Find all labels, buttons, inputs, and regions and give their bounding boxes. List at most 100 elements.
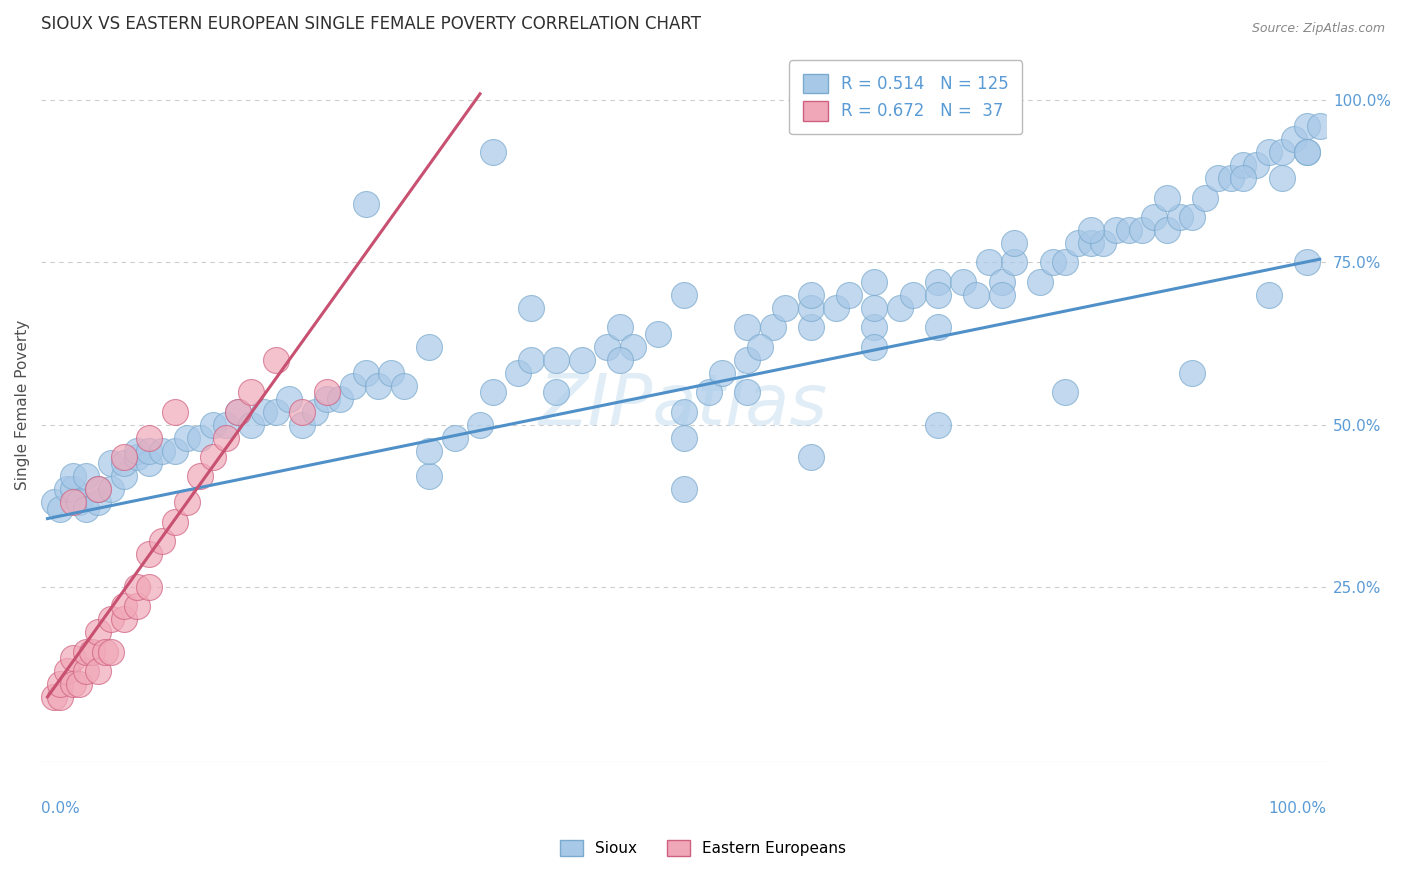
Point bbox=[863, 301, 886, 315]
Point bbox=[927, 288, 949, 302]
Point bbox=[863, 340, 886, 354]
Point bbox=[75, 664, 97, 678]
Point bbox=[112, 450, 135, 464]
Point bbox=[176, 431, 198, 445]
Point bbox=[508, 366, 530, 380]
Point bbox=[1156, 223, 1178, 237]
Point bbox=[1130, 223, 1153, 237]
Point bbox=[100, 457, 122, 471]
Point bbox=[825, 301, 848, 315]
Point bbox=[697, 385, 720, 400]
Point bbox=[1029, 275, 1052, 289]
Point bbox=[62, 677, 84, 691]
Point bbox=[42, 495, 65, 509]
Point bbox=[1168, 210, 1191, 224]
Point bbox=[1002, 235, 1025, 250]
Point bbox=[1181, 210, 1204, 224]
Point bbox=[800, 320, 823, 334]
Point bbox=[75, 644, 97, 658]
Point bbox=[266, 404, 288, 418]
Point bbox=[55, 483, 77, 497]
Point bbox=[1296, 145, 1319, 160]
Point bbox=[952, 275, 974, 289]
Point bbox=[67, 495, 90, 509]
Point bbox=[889, 301, 911, 315]
Point bbox=[863, 275, 886, 289]
Point bbox=[138, 457, 160, 471]
Text: ZIPatlas: ZIPatlas bbox=[538, 370, 828, 440]
Point bbox=[735, 385, 758, 400]
Point bbox=[49, 501, 72, 516]
Point bbox=[62, 483, 84, 497]
Point bbox=[316, 385, 339, 400]
Point bbox=[163, 404, 186, 418]
Point bbox=[418, 340, 440, 354]
Point bbox=[468, 417, 491, 432]
Point bbox=[1296, 145, 1319, 160]
Point bbox=[571, 352, 593, 367]
Point bbox=[342, 378, 364, 392]
Point bbox=[481, 385, 503, 400]
Point bbox=[1080, 223, 1102, 237]
Point bbox=[392, 378, 415, 392]
Point bbox=[226, 404, 249, 418]
Point bbox=[443, 431, 465, 445]
Point bbox=[546, 385, 568, 400]
Point bbox=[75, 501, 97, 516]
Point bbox=[1257, 288, 1279, 302]
Point bbox=[1270, 171, 1292, 186]
Point bbox=[62, 469, 84, 483]
Point bbox=[380, 366, 402, 380]
Point bbox=[112, 469, 135, 483]
Point bbox=[672, 483, 695, 497]
Point bbox=[621, 340, 644, 354]
Point bbox=[87, 625, 110, 640]
Point bbox=[100, 483, 122, 497]
Point bbox=[1156, 191, 1178, 205]
Point bbox=[1219, 171, 1241, 186]
Point bbox=[80, 644, 103, 658]
Point bbox=[1105, 223, 1128, 237]
Point bbox=[1067, 235, 1090, 250]
Point bbox=[735, 320, 758, 334]
Point bbox=[546, 352, 568, 367]
Point bbox=[188, 431, 211, 445]
Point bbox=[710, 366, 733, 380]
Point bbox=[62, 495, 84, 509]
Point bbox=[214, 431, 236, 445]
Point bbox=[67, 677, 90, 691]
Point bbox=[1296, 255, 1319, 269]
Point bbox=[150, 534, 173, 549]
Point bbox=[138, 431, 160, 445]
Point bbox=[176, 495, 198, 509]
Point bbox=[125, 599, 148, 614]
Point bbox=[838, 288, 860, 302]
Point bbox=[481, 145, 503, 160]
Point bbox=[87, 495, 110, 509]
Point bbox=[253, 404, 276, 418]
Point bbox=[901, 288, 924, 302]
Point bbox=[1054, 385, 1077, 400]
Point bbox=[163, 443, 186, 458]
Legend: R = 0.514   N = 125, R = 0.672   N =  37: R = 0.514 N = 125, R = 0.672 N = 37 bbox=[789, 61, 1022, 134]
Point bbox=[1194, 191, 1216, 205]
Point bbox=[735, 352, 758, 367]
Point bbox=[1092, 235, 1115, 250]
Point bbox=[125, 450, 148, 464]
Point bbox=[672, 404, 695, 418]
Point bbox=[990, 288, 1012, 302]
Point bbox=[87, 664, 110, 678]
Point bbox=[125, 443, 148, 458]
Point bbox=[201, 417, 224, 432]
Point bbox=[647, 326, 669, 341]
Point bbox=[596, 340, 619, 354]
Point bbox=[354, 366, 377, 380]
Point bbox=[112, 612, 135, 626]
Point bbox=[266, 352, 288, 367]
Point bbox=[87, 483, 110, 497]
Point bbox=[965, 288, 987, 302]
Point bbox=[304, 404, 326, 418]
Point bbox=[278, 392, 301, 406]
Point bbox=[75, 469, 97, 483]
Point bbox=[1143, 210, 1166, 224]
